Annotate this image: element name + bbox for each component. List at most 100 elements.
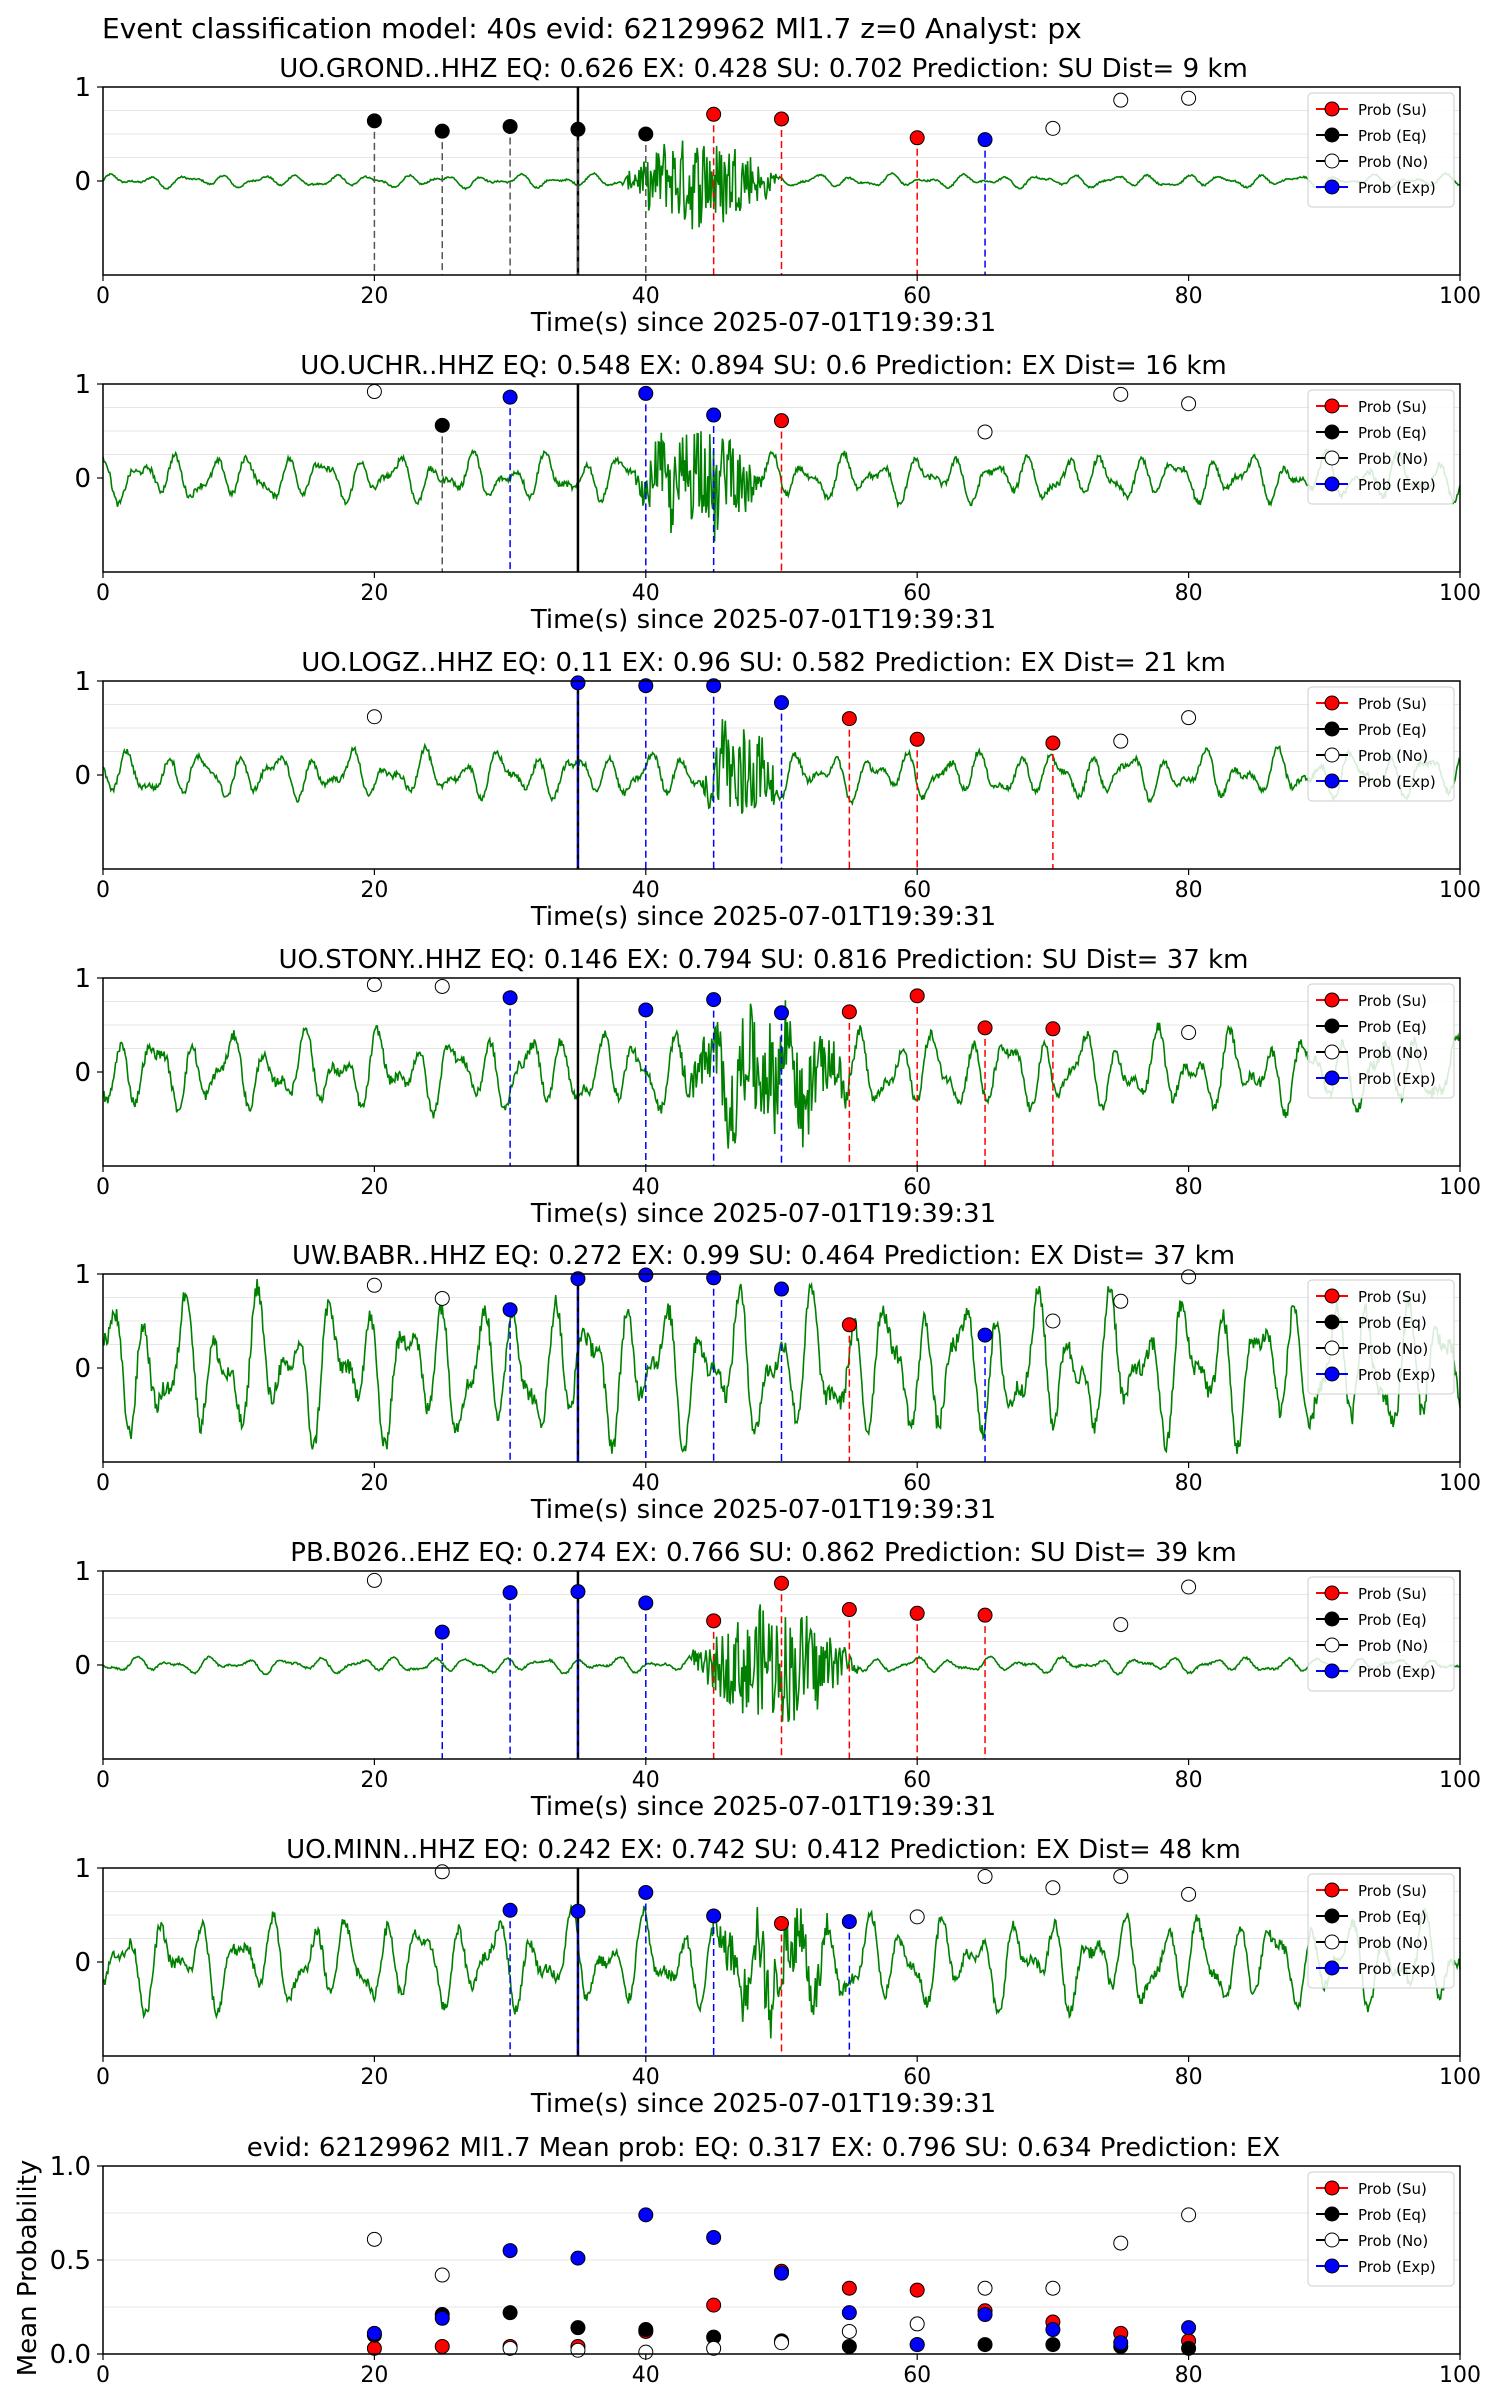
y-tick-label: 0.5 (50, 2246, 91, 2276)
prob-point-no (1113, 386, 1129, 402)
x-tick-label: 40 (632, 1175, 660, 1200)
mean-point-exp (570, 2250, 586, 2266)
prob-point-exp (977, 132, 993, 148)
legend-label: Prob (No) (1358, 1637, 1428, 1655)
prob-point-eq (502, 118, 518, 134)
y-tick-label: 1 (74, 370, 91, 400)
mean-point-eq (570, 2320, 586, 2336)
y-tick-label: 1.0 (50, 2152, 91, 2182)
legend-marker-eq (1324, 127, 1340, 143)
prob-point-su (977, 1607, 993, 1623)
legend-label: Prob (Su) (1358, 101, 1427, 119)
x-tick-label: 80 (1175, 2363, 1203, 2388)
prob-point-no (1181, 710, 1197, 726)
legend-frame (1307, 389, 1455, 505)
legend-marker-eq (1324, 721, 1340, 737)
legend-marker-su (1324, 1882, 1340, 1898)
prob-point-su (706, 1613, 722, 1629)
panel-3: UO.LOGZ..HHZ EQ: 0.11 EX: 0.96 SU: 0.582… (74, 648, 1481, 932)
x-tick-label: 80 (1175, 1768, 1203, 1793)
x-tick-label: 40 (632, 581, 660, 606)
prob-point-exp (638, 678, 654, 694)
mean-point-exp (638, 2207, 654, 2223)
panel-title: evid: 62129962 Ml1.7 Mean prob: EQ: 0.31… (247, 2133, 1280, 2163)
x-tick-label: 60 (903, 878, 931, 903)
legend-marker-no (1324, 747, 1340, 763)
x-tick-label: 80 (1175, 1471, 1203, 1496)
legend-label: Prob (Eq) (1358, 1018, 1427, 1036)
panel-7: UO.MINN..HHZ EQ: 0.242 EX: 0.742 SU: 0.4… (74, 1835, 1481, 2119)
legend-marker-su (1324, 2180, 1340, 2196)
prob-point-exp (706, 1908, 722, 1924)
legend-marker-exp (1324, 1663, 1340, 1679)
legend-label: Prob (Su) (1358, 1585, 1427, 1603)
panel-5: UW.BABR..HHZ EQ: 0.272 EX: 0.99 SU: 0.46… (74, 1241, 1481, 1525)
mean-point-eq (977, 2337, 993, 2353)
legend-frame (1307, 686, 1455, 802)
x-tick-label: 60 (903, 1471, 931, 1496)
legend-marker-eq (1324, 1908, 1340, 1924)
legend-label: Prob (Su) (1358, 1288, 1427, 1306)
x-tick-label: 0 (96, 878, 110, 903)
legend-label: Prob (Exp) (1358, 773, 1436, 791)
prob-point-exp (502, 1302, 518, 1318)
mean-point-no (841, 2323, 857, 2339)
x-tick-label: 100 (1439, 878, 1481, 903)
legend-label: Prob (No) (1358, 2232, 1428, 2250)
x-tick-label: 100 (1439, 284, 1481, 309)
legend-label: Prob (Exp) (1358, 2258, 1436, 2276)
mean-point-no (1113, 2235, 1129, 2251)
y-tick-label: 1 (74, 1260, 91, 1290)
legend-label: Prob (Eq) (1358, 721, 1427, 739)
prob-point-no (1113, 733, 1129, 749)
legend-frame (1307, 1873, 1455, 1989)
legend-label: Prob (No) (1358, 153, 1428, 171)
y-tick-label: 0 (74, 167, 91, 197)
x-axis-label: Time(s) since 2025-07-01T19:39:31 (530, 2089, 996, 2119)
x-axis-label: Time(s) since 2025-07-01T19:39:31 (530, 1792, 996, 1822)
prob-point-no (1181, 90, 1197, 106)
x-tick-label: 100 (1439, 2363, 1481, 2388)
mean-point-exp (909, 2337, 925, 2353)
mean-point-exp (434, 2310, 450, 2326)
legend-frame (1307, 2171, 1455, 2287)
prob-point-exp (638, 1884, 654, 1900)
mean-point-no (706, 2340, 722, 2356)
panel-title: UO.MINN..HHZ EQ: 0.242 EX: 0.742 SU: 0.4… (286, 1835, 1241, 1865)
mean-point-eq (1045, 2337, 1061, 2353)
prob-point-exp (638, 1267, 654, 1283)
x-tick-label: 20 (360, 878, 388, 903)
legend-marker-eq (1324, 424, 1340, 440)
legend-marker-exp (1324, 773, 1340, 789)
legend-label: Prob (Su) (1358, 1882, 1427, 1900)
prob-point-eq (434, 123, 450, 139)
mean-point-no (570, 2342, 586, 2358)
legend-marker-no (1324, 450, 1340, 466)
x-axis-label: Time(s) since 2025-07-01T19:39:31 (530, 308, 996, 338)
legend-marker-eq (1324, 1314, 1340, 1330)
prob-point-no (434, 978, 450, 994)
x-tick-label: 0 (96, 1175, 110, 1200)
legend: Prob (Su) Prob (Eq) Prob (No) Prob (Exp) (1307, 686, 1455, 802)
prob-point-no (1045, 1880, 1061, 1896)
y-axis-label: Mean Probability (13, 2160, 43, 2377)
legend-label: Prob (Exp) (1358, 1663, 1436, 1681)
x-tick-label: 80 (1175, 284, 1203, 309)
prob-point-eq (570, 121, 586, 137)
prob-point-no (1045, 1313, 1061, 1329)
prob-point-exp (570, 1903, 586, 1919)
prob-point-exp (638, 1595, 654, 1611)
mean-point-no (434, 2267, 450, 2283)
mean-point-no (977, 2280, 993, 2296)
legend-label: Prob (Su) (1358, 992, 1427, 1010)
prob-point-no (1045, 120, 1061, 136)
prob-point-no (434, 1290, 450, 1306)
x-tick-label: 0 (96, 1471, 110, 1496)
y-tick-label: 1 (74, 1557, 91, 1587)
panel-8: evid: 62129962 Ml1.7 Mean prob: EQ: 0.31… (13, 2133, 1481, 2388)
prob-point-no (366, 384, 382, 400)
prob-point-exp (570, 675, 586, 691)
figure-title: Event classification model: 40s evid: 62… (102, 12, 1082, 45)
x-axis-label: Time(s) since 2025-07-01T19:39:31 (530, 902, 996, 932)
legend-label: Prob (Exp) (1358, 1366, 1436, 1384)
